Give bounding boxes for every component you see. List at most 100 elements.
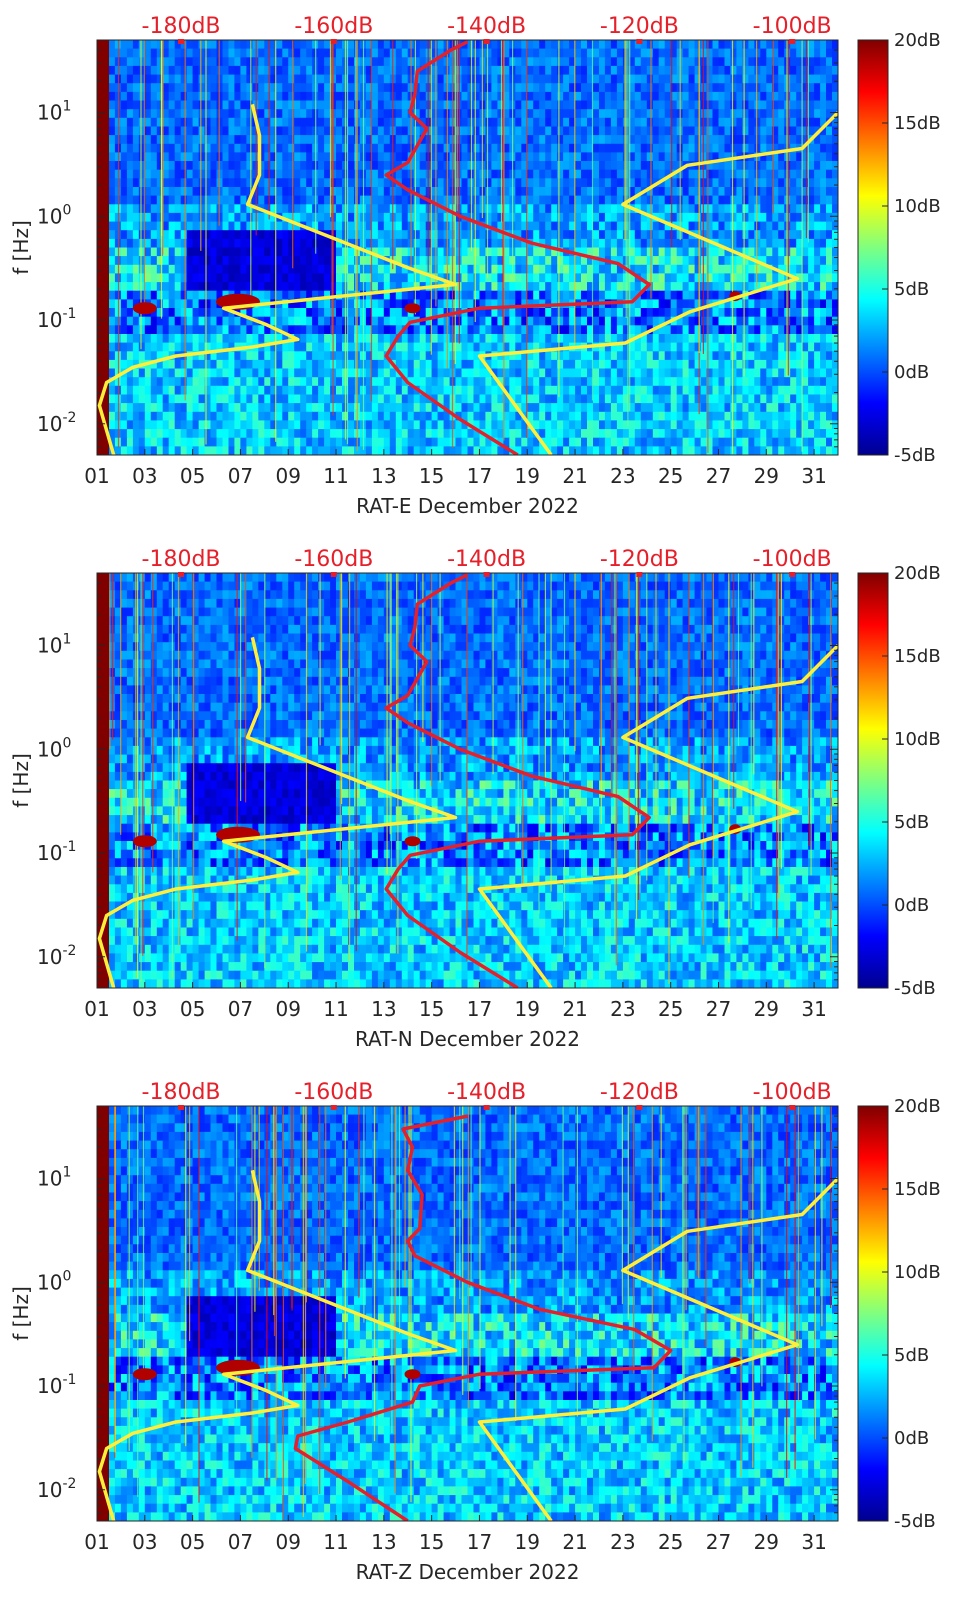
- colorbar-label: 10dB: [894, 1262, 941, 1283]
- y-tick-label: 100: [37, 202, 71, 228]
- colorbar-label: 15dB: [894, 1179, 941, 1200]
- top-axis-tick: [636, 572, 643, 577]
- y-tick-label: 10-1: [37, 839, 76, 865]
- colorbar-label: -5dB: [894, 1511, 936, 1532]
- top-axis-label: -140dB: [447, 547, 526, 572]
- colorbar-label: 5dB: [894, 279, 929, 300]
- series-line-1: [97, 1169, 458, 1521]
- x-tick-label: 09: [275, 1530, 300, 1554]
- top-axis-tick: [330, 572, 337, 577]
- spectrogram-heatmap: [97, 1106, 838, 1521]
- x-tick-label: 11: [323, 1530, 348, 1554]
- top-axis-tick: [178, 572, 185, 577]
- colorbar-label: 15dB: [894, 646, 941, 667]
- x-tick-label: 27: [706, 464, 731, 488]
- top-axis-tick: [483, 39, 490, 44]
- top-axis-tick: [178, 1105, 185, 1110]
- top-axis-tick: [178, 39, 185, 44]
- top-axis-label: -120dB: [600, 1080, 679, 1105]
- x-tick-label: 19: [515, 464, 540, 488]
- top-axis-label: -160dB: [294, 1080, 373, 1105]
- top-axis-label: -160dB: [294, 14, 373, 39]
- top-axis-label: -100dB: [753, 14, 832, 39]
- colorbar: [857, 572, 889, 989]
- top-axis-label: -140dB: [447, 14, 526, 39]
- x-tick-label: 27: [706, 1530, 731, 1554]
- spectrogram-heatmap: [97, 573, 838, 988]
- x-tick-label: 15: [419, 1530, 444, 1554]
- x-tick-label: 29: [754, 997, 779, 1021]
- top-axis-label: -160dB: [294, 547, 373, 572]
- colorbar-label: 5dB: [894, 812, 929, 833]
- y-tick-label: 100: [37, 1268, 71, 1294]
- x-tick-label: 09: [275, 464, 300, 488]
- top-axis-label: -180dB: [142, 14, 221, 39]
- top-axis-tick: [483, 1105, 490, 1110]
- x-tick-label: 09: [275, 997, 300, 1021]
- series-line-3: [293, 1114, 673, 1521]
- y-tick-label: 10-2: [37, 410, 76, 436]
- y-tick-label: 10-1: [37, 1372, 76, 1398]
- series-line-1: [97, 636, 458, 988]
- colorbar-label: 15dB: [894, 113, 941, 134]
- colorbar-label: 10dB: [894, 196, 941, 217]
- x-tick-label: 21: [562, 464, 587, 488]
- x-axis-label: RAT-E December 2022: [356, 494, 579, 518]
- x-tick-label: 05: [180, 464, 205, 488]
- top-axis-label: -180dB: [142, 1080, 221, 1105]
- top-axis-tick: [483, 572, 490, 577]
- colorbar-label: 0dB: [894, 1428, 929, 1449]
- x-tick-label: 19: [515, 1530, 540, 1554]
- x-tick-label: 19: [515, 997, 540, 1021]
- y-tick-label: 100: [37, 735, 71, 761]
- x-tick-label: 21: [562, 997, 587, 1021]
- y-axis-label: f [Hz]: [9, 1286, 33, 1341]
- series-line-3: [384, 573, 651, 988]
- y-tick-label: 101: [37, 1165, 71, 1191]
- x-axis-label: RAT-Z December 2022: [356, 1560, 580, 1584]
- top-axis-label: -120dB: [600, 547, 679, 572]
- top-axis-label: -100dB: [753, 547, 832, 572]
- x-tick-label: 15: [419, 464, 444, 488]
- spectrogram-heatmap: [97, 40, 838, 455]
- x-tick-label: 29: [754, 1530, 779, 1554]
- x-tick-label: 25: [658, 464, 683, 488]
- top-axis-label: -100dB: [753, 1080, 832, 1105]
- x-tick-label: 25: [658, 997, 683, 1021]
- x-tick-label: 03: [132, 997, 157, 1021]
- series-line-2: [477, 644, 838, 988]
- colorbar-label: 20dB: [894, 563, 941, 584]
- x-tick-label: 15: [419, 997, 444, 1021]
- x-tick-label: 07: [228, 1530, 253, 1554]
- x-tick-label: 23: [610, 997, 635, 1021]
- x-tick-label: 21: [562, 1530, 587, 1554]
- x-tick-label: 13: [371, 1530, 396, 1554]
- colorbar-label: 20dB: [894, 30, 941, 51]
- y-tick-label: 10-2: [37, 943, 76, 969]
- spectrogram-panel-2: 01 03 05 07 09 11 13 15 17 19 21 23 25 27 29 31 RAT-N De…: [9, 547, 941, 1051]
- y-axis-label: f [Hz]: [9, 220, 33, 275]
- x-tick-label: 03: [132, 464, 157, 488]
- x-tick-label: 03: [132, 1530, 157, 1554]
- top-axis-tick: [636, 39, 643, 44]
- y-tick-label: 101: [37, 632, 71, 658]
- x-tick-label: 05: [180, 1530, 205, 1554]
- x-tick-label: 31: [801, 1530, 826, 1554]
- colorbar-label: 0dB: [894, 362, 929, 383]
- colorbar: [857, 1105, 889, 1522]
- top-axis-tick: [789, 572, 796, 577]
- colorbar-label: 20dB: [894, 1096, 941, 1117]
- colorbar-label: 0dB: [894, 895, 929, 916]
- colorbar: [857, 39, 889, 456]
- heatmap-hotspot: [132, 302, 157, 315]
- x-tick-label: 11: [323, 464, 348, 488]
- x-tick-label: 01: [84, 997, 109, 1021]
- top-axis-label: -180dB: [142, 547, 221, 572]
- x-tick-label: 17: [467, 997, 492, 1021]
- heatmap-hotspot: [404, 303, 421, 314]
- series-line-1: [97, 103, 458, 455]
- x-tick-label: 17: [467, 464, 492, 488]
- x-tick-label: 11: [323, 997, 348, 1021]
- spectrogram-panel-1: 01 03 05 07 09 11 13 15 17 19 21 23 25 27 29 31 RAT-E De…: [9, 14, 941, 518]
- x-tick-label: 31: [801, 997, 826, 1021]
